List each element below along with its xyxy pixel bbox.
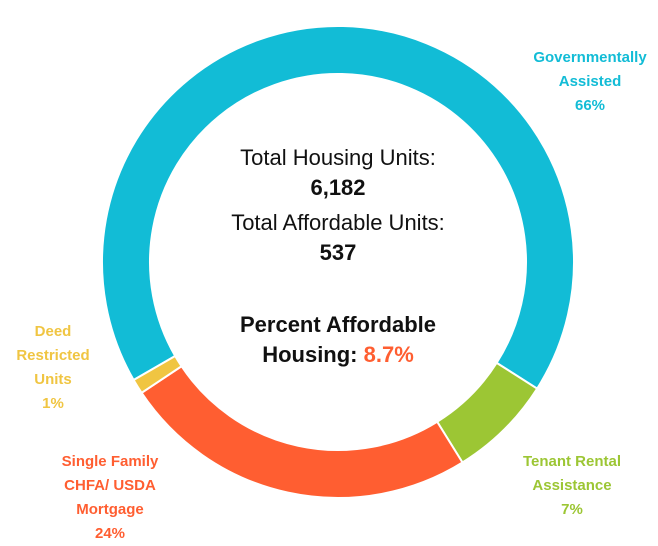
annotation-value: 6,182: [310, 175, 366, 200]
donut-segment: [101, 25, 575, 391]
donut-segment: [132, 354, 183, 395]
label-value: 1%: [42, 395, 64, 412]
label-name: Governmentally Assisted: [533, 49, 647, 90]
segment-label: Tenant Rental Assistance 7%: [505, 450, 639, 522]
annotation-text: Total Affordable Units:: [231, 210, 445, 235]
label-name: Tenant Rental Assistance: [522, 453, 622, 494]
annotation-text: Percent Affordable Housing:: [239, 312, 436, 367]
segment-label: Deed Restricted Units 1%: [12, 320, 94, 416]
label-name: Deed Restricted Units: [16, 323, 90, 388]
center-text: Total Housing Units: 6,182: [238, 143, 438, 203]
label-value: 24%: [94, 525, 126, 542]
annotation-value: 8.7%: [363, 342, 414, 367]
segment-label: Governmentally Assisted 66%: [505, 46, 658, 118]
center-text: Total Affordable Units: 537: [228, 208, 448, 268]
label-value: 7%: [561, 501, 583, 518]
segment-label: Single Family CHFA/ USDA Mortgage 24%: [40, 450, 180, 546]
center-text: Percent Affordable Housing: 8.7%: [203, 310, 473, 370]
annotation-text: Total Housing Units:: [240, 145, 436, 170]
donut-segment: [140, 364, 464, 499]
label-value: 66%: [574, 97, 606, 114]
annotation-value: 537: [319, 240, 357, 265]
label-name: Single Family CHFA/ USDA Mortgage: [61, 453, 159, 518]
